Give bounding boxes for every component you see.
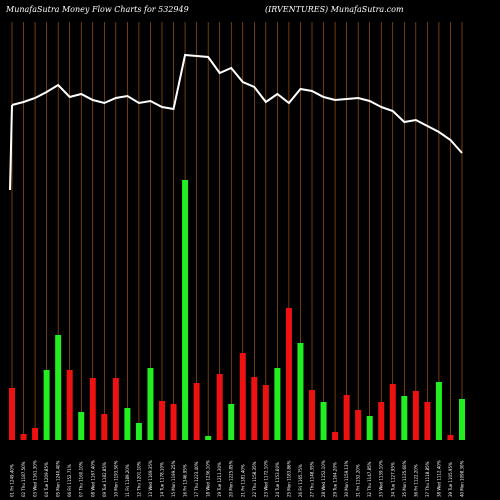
volume-bar (366, 416, 373, 440)
x-tick-label: 26 Fri 1165.75% (298, 464, 303, 497)
volume-bar (459, 399, 465, 440)
volume-bar (78, 412, 85, 440)
x-tick-label: 11 Fri 1189.20% (125, 464, 130, 497)
volume-bar (401, 396, 408, 440)
x-tick-label: 19 Tue 1211.30% (217, 462, 222, 497)
x-tick-label: 27 Thu 1148.35% (310, 461, 315, 497)
x-tick-label: 25 Mon 1183.86% (286, 460, 291, 497)
chart-header-left: MunafaSutra Money Flow Charts for 532949 (5, 5, 189, 14)
volume-bar (124, 408, 131, 440)
x-tick-label: 23 Wed 1172.10% (263, 460, 268, 497)
volume-bars (9, 180, 465, 440)
volume-bar (343, 395, 350, 440)
volume-bar (89, 378, 96, 440)
volume-bar (239, 353, 246, 440)
x-tick-label: 37 Thu 1118.85% (425, 461, 430, 497)
price-line (9, 53, 463, 191)
volume-bar (424, 402, 431, 440)
x-tick-label: 13 Wed 1169.35% (148, 460, 153, 497)
volume-bar (297, 343, 304, 440)
volume-bar (274, 368, 281, 440)
volume-bar (101, 414, 108, 440)
chart-header-right: (IRVENTURES) MunafaSutra.com (265, 5, 404, 14)
x-tick-label: 14 Tue 1178.10% (160, 462, 165, 497)
grid-lines (11, 22, 463, 440)
x-tick-label: 29 Tue 1164.20% (333, 462, 338, 497)
volume-bar (320, 402, 327, 440)
volume-bar (112, 378, 119, 440)
volume-bar (9, 388, 15, 440)
volume-bar (20, 434, 27, 440)
x-axis-labels: 01 Fri 1249.40% 02 Thu 1187.50% 03 Wed 116… (10, 460, 465, 497)
volume-bar (32, 428, 39, 440)
volume-bar (378, 402, 385, 440)
x-tick-label: 02 Thu 1187.50% (21, 461, 26, 497)
volume-bar (447, 435, 454, 440)
volume-bar (135, 423, 142, 440)
x-tick-label: 40 Mon 1098.30% (460, 460, 465, 497)
x-tick-label: 28 Wed 1152.10% (321, 460, 326, 497)
x-tick-label: 09 Tue 1182.85% (102, 462, 107, 497)
volume-bar (193, 383, 200, 440)
x-tick-label: 15 Mon 1199.25% (171, 460, 176, 497)
x-tick-label: 17 Thu 1223.40% (194, 461, 199, 497)
x-tick-label: 18 Wed 1236.10% (206, 460, 211, 497)
x-tick-label: 05 Mon 1240.40% (56, 460, 61, 497)
x-tick-label: 36 Fri 1122.20% (413, 464, 418, 497)
volume-bar (55, 335, 62, 440)
x-tick-label: 03 Wed 1161.30% (33, 460, 38, 497)
x-tick-label: 12 Thu 1201.10% (136, 461, 141, 497)
volume-bar (412, 391, 419, 440)
x-tick-label: 22 Thu 1158.35% (252, 461, 257, 497)
x-tick-label: 21 Fri 1181.40% (240, 464, 245, 497)
x-tick-label: 01 Fri 1249.40% (10, 464, 15, 497)
volume-bar (332, 432, 339, 440)
volume-bar (228, 404, 235, 440)
x-tick-label: 24 Tue 1153.60% (275, 462, 280, 497)
volume-bar (182, 180, 189, 440)
x-tick-label: 39 Tue 1105.95% (448, 462, 453, 497)
x-tick-label: 31 Fri 1152.20% (356, 464, 361, 497)
volume-bar (205, 436, 212, 440)
x-tick-label: 16 Fri 1346.95% (183, 464, 188, 497)
volume-bar (170, 404, 177, 440)
x-tick-label: 34 Tue 1127.95% (390, 462, 395, 497)
volume-bar (262, 385, 269, 440)
x-tick-label: 10 Mon 1193.50% (113, 460, 118, 497)
volume-bar (147, 368, 154, 440)
x-tick-label: 06 Fri 1152.71% (67, 464, 72, 497)
volume-bar (355, 410, 362, 440)
x-tick-label: 20 Mon 1225.85% (229, 460, 234, 497)
x-tick-label: 08 Wed 1167.40% (90, 460, 95, 497)
volume-bar (216, 374, 223, 440)
x-tick-label: 30 Mon 1159.13% (344, 460, 349, 497)
volume-bar (43, 370, 50, 440)
x-tick-label: 38 Wed 1112.40% (436, 460, 441, 497)
x-tick-label: 07 Thu 1160.10% (79, 461, 84, 497)
x-tick-label: 35 Mon 1135.60% (402, 460, 407, 497)
volume-bar (389, 384, 396, 440)
volume-bar (159, 401, 165, 440)
x-tick-label: 04 Tue 1209.85% (44, 462, 49, 497)
x-tick-label: 33 Wed 1139.10% (379, 460, 384, 497)
volume-bar (66, 370, 73, 440)
volume-bar (251, 377, 258, 440)
volume-bar (435, 382, 442, 440)
volume-bar (309, 390, 315, 440)
volume-bar (285, 308, 292, 440)
x-tick-label: 32 Thu 1147.85% (367, 461, 372, 497)
price-line-path (11, 53, 463, 154)
price-line-start (9, 104, 13, 191)
